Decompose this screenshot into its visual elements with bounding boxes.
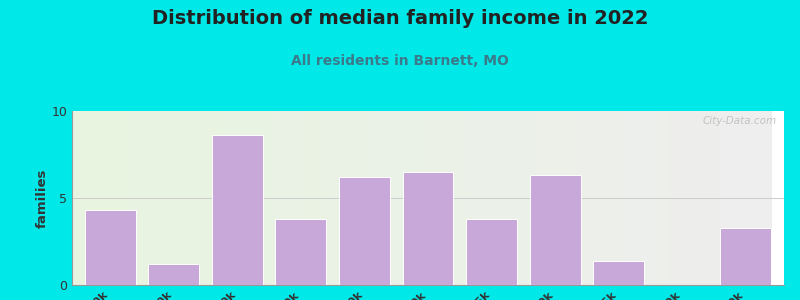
- Text: City-Data.com: City-Data.com: [702, 116, 777, 126]
- Text: All residents in Barnett, MO: All residents in Barnett, MO: [291, 54, 509, 68]
- Bar: [212, 135, 262, 285]
- Y-axis label: families: families: [35, 168, 49, 228]
- Bar: [530, 176, 581, 285]
- Bar: [466, 219, 517, 285]
- Bar: [85, 210, 135, 285]
- Bar: [594, 261, 644, 285]
- Bar: [721, 228, 771, 285]
- Text: Distribution of median family income in 2022: Distribution of median family income in …: [152, 9, 648, 28]
- Bar: [148, 264, 199, 285]
- Bar: [275, 219, 326, 285]
- Bar: [402, 172, 454, 285]
- Bar: [339, 177, 390, 285]
